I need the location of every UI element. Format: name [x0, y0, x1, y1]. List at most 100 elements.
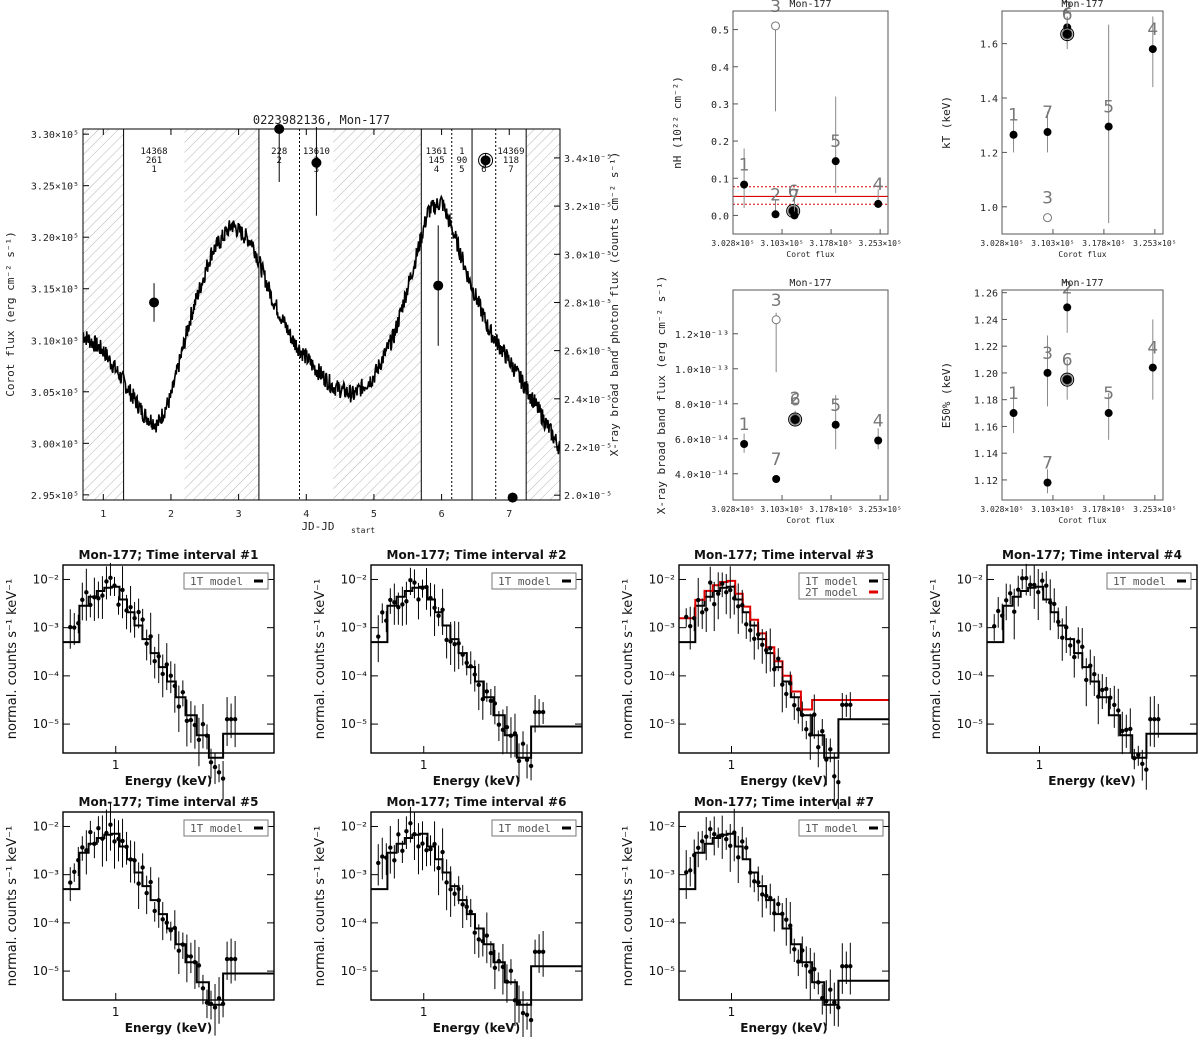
spectrum-frame: [986, 564, 1198, 754]
data-point: [696, 845, 701, 850]
interval-label: 90: [456, 156, 467, 166]
data-point: [72, 869, 77, 874]
data-point: [452, 641, 457, 647]
y-right-axis-label: X-ray broad band photon flux (counts cm⁻…: [608, 152, 621, 457]
data-point: [824, 757, 829, 762]
data-point: [684, 614, 689, 620]
point-label: 2: [1062, 278, 1073, 298]
y-tick-label: 3.10×10⁵: [31, 336, 79, 347]
data-point: [744, 845, 749, 850]
y-axis-label: normal. counts s⁻¹ keV⁻¹: [313, 579, 328, 739]
point-label: 4: [873, 412, 884, 432]
y-axis-label: normal. counts s⁻¹ keV⁻¹: [621, 579, 636, 739]
data-point: [404, 599, 409, 604]
x-tick-label: 6: [439, 509, 445, 520]
y-tick-label: 10⁻⁴: [341, 916, 368, 930]
data-point: [712, 602, 717, 607]
x-axis-label: Energy (keV): [740, 1021, 827, 1035]
data-point: [496, 958, 502, 964]
point-label: 6: [790, 391, 801, 411]
data-point: [124, 844, 129, 849]
data-point: [420, 841, 425, 846]
point-label: 6: [1062, 5, 1073, 25]
data-point: [76, 857, 81, 863]
interval-label: 1361: [426, 147, 448, 157]
data-point: [464, 904, 469, 910]
model-1t-step: [679, 832, 889, 1006]
legend-entry-1t: 1T model: [190, 822, 243, 835]
y-tick-label: 10⁻⁴: [33, 669, 60, 683]
data-point: [516, 758, 522, 764]
data-point: [200, 986, 206, 991]
data-point: [771, 210, 780, 219]
data-point: [848, 702, 853, 707]
data-point: [128, 857, 133, 862]
point-label: 5: [1103, 384, 1114, 404]
data-point: [408, 577, 413, 583]
interval-label: 4: [434, 165, 439, 175]
data-point: [192, 722, 198, 728]
data-point: [444, 637, 449, 643]
y-tick-label: 10⁻⁵: [341, 717, 368, 731]
data-point: [524, 757, 530, 763]
data-point: [764, 893, 769, 898]
data-point: [160, 917, 165, 922]
data-point: [776, 656, 781, 661]
data-point: [220, 1001, 226, 1007]
interval-label: 14369: [497, 147, 524, 157]
y-tick-label: 10⁻³: [341, 621, 368, 635]
data-point: [484, 689, 490, 694]
data-point: [480, 696, 486, 702]
data-point: [484, 933, 490, 938]
data-point: [792, 947, 797, 952]
data-point: [760, 892, 765, 897]
data-point: [756, 880, 761, 885]
y-tick-label: 0.5: [711, 26, 729, 37]
interval-label: 14368: [140, 147, 167, 157]
data-point: [1043, 368, 1052, 377]
data-point: [408, 821, 413, 826]
data-point: [828, 747, 833, 752]
interval-label: 1: [459, 147, 464, 157]
data-point: [136, 609, 141, 615]
data-point: [768, 645, 773, 651]
data-point: [796, 707, 801, 712]
data-point: [1148, 363, 1157, 372]
hatched-gap: [184, 129, 259, 500]
x-tick-label: 3.178×10⁵: [809, 239, 852, 248]
data-point: [136, 881, 141, 886]
y-tick-label: 3.15×10⁵: [31, 285, 79, 296]
data-point: [476, 682, 481, 688]
data-point: [536, 709, 542, 715]
model-2t-step: [679, 579, 889, 711]
data-point: [848, 964, 853, 969]
data-point: [1032, 582, 1037, 588]
data-point: [736, 855, 741, 860]
data-point: [1112, 702, 1117, 708]
scatter-panel-e50: 1 2 3 4 5 6 7 3.028×10⁵ 3.103×10⁵ 3.178×10⁵ 3.253×…: [940, 278, 1177, 525]
spectrum-panel: 10⁻² 10⁻³ 10⁻⁴ 10⁻⁵ 1 Mon-177; Time interval …: [621, 548, 890, 810]
data-point: [532, 709, 538, 715]
data-point: [874, 436, 883, 445]
data-point: [412, 580, 417, 585]
data-point: [1140, 761, 1145, 767]
data-point: [468, 664, 473, 669]
data-point: [1040, 578, 1045, 583]
data-point: [1012, 609, 1017, 614]
data-point: [508, 968, 514, 974]
spectrum-title: Mon-177; Time interval #6: [387, 795, 567, 809]
x-tick-label: 1: [420, 758, 428, 772]
data-point: [788, 681, 793, 686]
y-axis-label: normal. counts s⁻¹ keV⁻¹: [313, 826, 328, 986]
data-point: [488, 950, 494, 956]
y-axis-label: normal. counts s⁻¹ keV⁻¹: [929, 579, 944, 739]
data-point: [724, 590, 729, 595]
legend-box: [1106, 572, 1192, 590]
x-axis-label: Energy (keV): [125, 774, 212, 788]
data-point: [180, 690, 186, 695]
x-tick-label: 3.028×10⁵: [711, 239, 754, 248]
legend-entry-2t: 2T model: [805, 586, 858, 599]
xray-point-ring: [478, 152, 494, 168]
data-point: [224, 717, 230, 722]
x-tick-label: 3.253×10⁵: [1133, 505, 1176, 514]
